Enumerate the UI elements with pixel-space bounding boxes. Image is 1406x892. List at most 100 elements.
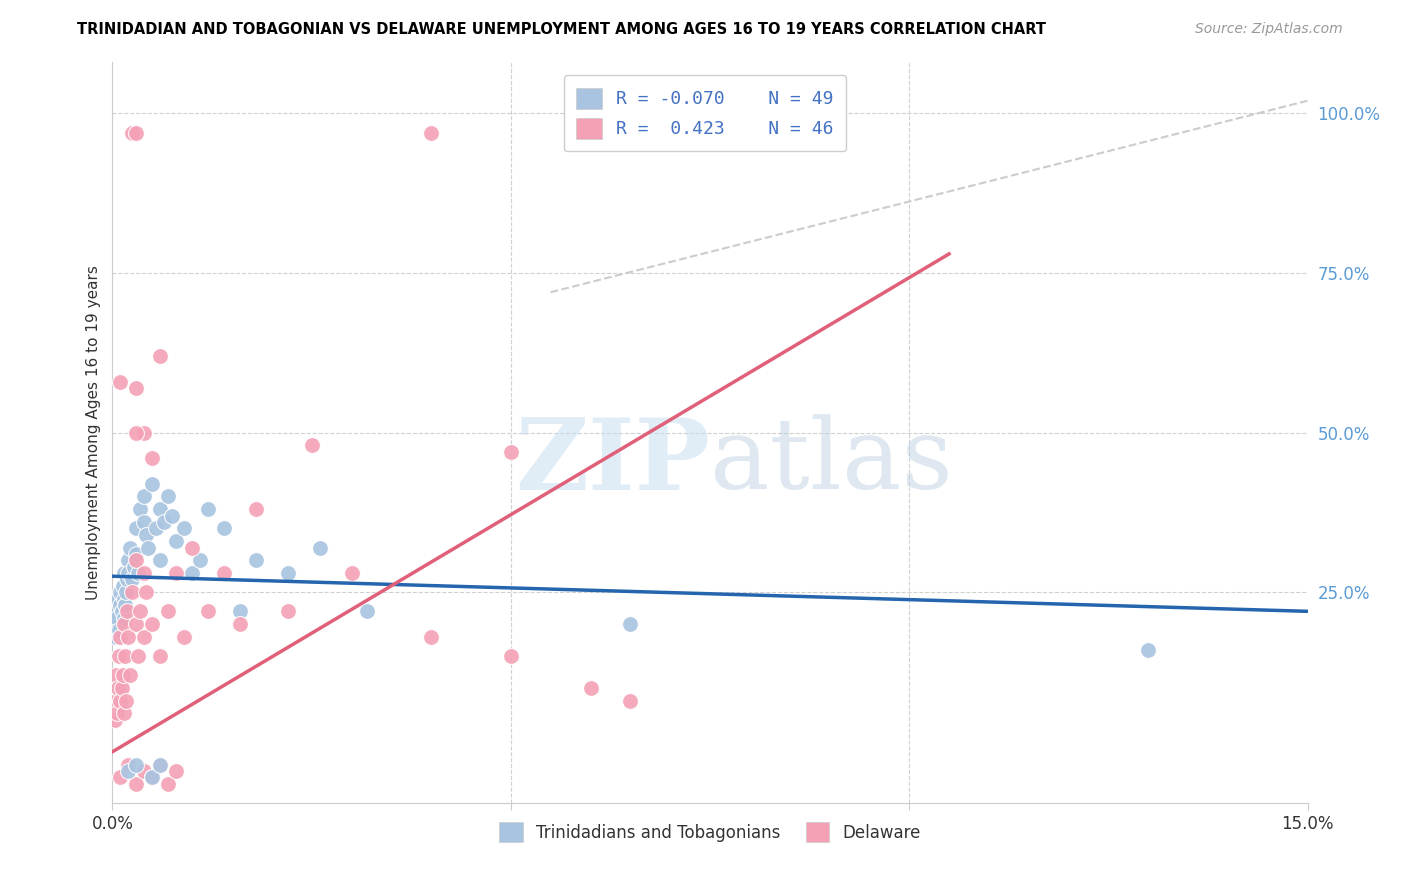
Point xyxy=(104,617,127,632)
Point xyxy=(118,668,141,682)
Point xyxy=(117,764,139,778)
Point xyxy=(277,604,299,618)
Point xyxy=(181,541,204,555)
Point xyxy=(111,579,134,593)
Point xyxy=(229,604,252,618)
Point xyxy=(245,502,267,516)
Point xyxy=(107,591,129,606)
Point xyxy=(114,617,135,632)
Point xyxy=(127,648,149,663)
Point xyxy=(420,126,443,140)
Point xyxy=(110,598,132,612)
Point xyxy=(110,375,132,389)
Point xyxy=(115,573,138,587)
Point xyxy=(197,604,219,618)
Point xyxy=(197,502,219,516)
Point xyxy=(165,534,187,549)
Point xyxy=(134,630,156,644)
Point xyxy=(149,757,172,772)
Point xyxy=(619,617,641,632)
Point xyxy=(579,681,602,695)
Point xyxy=(356,604,378,618)
Point xyxy=(105,668,128,682)
Point xyxy=(110,694,132,708)
Point xyxy=(114,566,135,580)
Point xyxy=(138,541,160,555)
Point xyxy=(111,668,134,682)
Point xyxy=(127,566,149,580)
Point xyxy=(111,681,134,695)
Point xyxy=(114,648,136,663)
Point xyxy=(149,648,172,663)
Point xyxy=(340,566,363,580)
Point xyxy=(110,585,132,599)
Point xyxy=(125,553,148,567)
Point xyxy=(104,694,127,708)
Point xyxy=(115,694,138,708)
Point xyxy=(153,515,176,529)
Point xyxy=(114,598,136,612)
Point xyxy=(104,604,127,618)
Point xyxy=(129,502,152,516)
Point xyxy=(112,706,135,721)
Point xyxy=(135,527,157,541)
Point xyxy=(173,521,195,535)
Point xyxy=(125,126,148,140)
Point xyxy=(117,757,139,772)
Point xyxy=(111,604,134,618)
Point xyxy=(134,764,156,778)
Point xyxy=(308,541,330,555)
Point xyxy=(212,521,235,535)
Text: Source: ZipAtlas.com: Source: ZipAtlas.com xyxy=(1195,22,1343,37)
Point xyxy=(141,770,163,784)
Text: ZIP: ZIP xyxy=(515,414,710,511)
Point xyxy=(135,585,157,599)
Point xyxy=(110,630,132,644)
Point xyxy=(108,624,131,638)
Legend: Trinidadians and Tobagonians, Delaware: Trinidadians and Tobagonians, Delaware xyxy=(491,814,929,850)
Y-axis label: Unemployment Among Ages 16 to 19 years: Unemployment Among Ages 16 to 19 years xyxy=(86,265,101,600)
Point xyxy=(134,425,156,440)
Point xyxy=(107,681,129,695)
Point xyxy=(117,553,139,567)
Point xyxy=(129,604,152,618)
Point xyxy=(149,502,172,516)
Point xyxy=(108,648,131,663)
Point xyxy=(122,559,145,574)
Point xyxy=(157,490,180,504)
Point xyxy=(188,553,211,567)
Point xyxy=(173,630,195,644)
Point xyxy=(212,566,235,580)
Point xyxy=(104,713,127,727)
Point xyxy=(1137,642,1160,657)
Point xyxy=(181,566,204,580)
Point xyxy=(157,604,180,618)
Point xyxy=(149,553,172,567)
Point xyxy=(121,585,143,599)
Point xyxy=(141,770,163,784)
Point xyxy=(121,573,143,587)
Point xyxy=(162,508,183,523)
Point xyxy=(125,425,148,440)
Point xyxy=(105,630,128,644)
Point xyxy=(245,553,267,567)
Point xyxy=(125,617,148,632)
Point xyxy=(141,476,163,491)
Point xyxy=(499,648,522,663)
Point xyxy=(157,777,180,791)
Point xyxy=(141,617,163,632)
Point xyxy=(110,770,132,784)
Point xyxy=(105,611,128,625)
Point xyxy=(125,381,148,395)
Text: atlas: atlas xyxy=(710,415,953,510)
Point xyxy=(114,611,135,625)
Point xyxy=(125,547,148,561)
Point xyxy=(121,126,143,140)
Point xyxy=(125,757,148,772)
Point xyxy=(165,764,187,778)
Point xyxy=(117,630,139,644)
Point xyxy=(125,777,148,791)
Point xyxy=(105,706,128,721)
Point xyxy=(499,444,522,458)
Point xyxy=(117,566,139,580)
